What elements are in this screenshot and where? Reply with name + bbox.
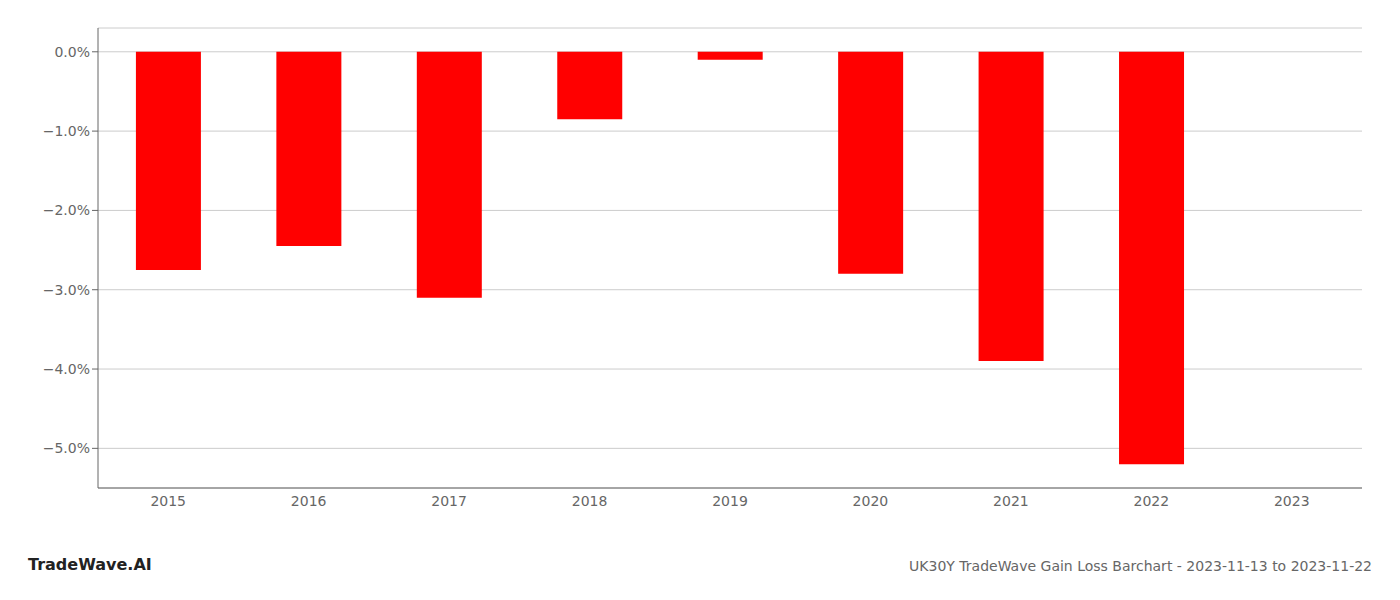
svg-text:−3.0%: −3.0% <box>43 282 90 298</box>
svg-text:2019: 2019 <box>712 493 748 509</box>
svg-text:2023: 2023 <box>1274 493 1310 509</box>
svg-text:2022: 2022 <box>1134 493 1170 509</box>
svg-text:−4.0%: −4.0% <box>43 361 90 377</box>
svg-text:0.0%: 0.0% <box>54 44 90 60</box>
svg-text:2020: 2020 <box>853 493 889 509</box>
svg-text:−2.0%: −2.0% <box>43 202 90 218</box>
html-text:UK30Y TradeWave Gain Loss Barc: UK30Y TradeWave Gain Loss Barchart - 202… <box>909 558 1372 574</box>
svg-text:2015: 2015 <box>150 493 186 509</box>
svg-text:−5.0%: −5.0% <box>43 440 90 456</box>
svg-text:2018: 2018 <box>572 493 608 509</box>
svg-text:2016: 2016 <box>291 493 327 509</box>
html-text:TradeWave.AI: TradeWave.AI <box>28 555 152 574</box>
svg-text:2017: 2017 <box>431 493 467 509</box>
svg-text:−1.0%: −1.0% <box>43 123 90 139</box>
svg-text:2021: 2021 <box>993 493 1029 509</box>
